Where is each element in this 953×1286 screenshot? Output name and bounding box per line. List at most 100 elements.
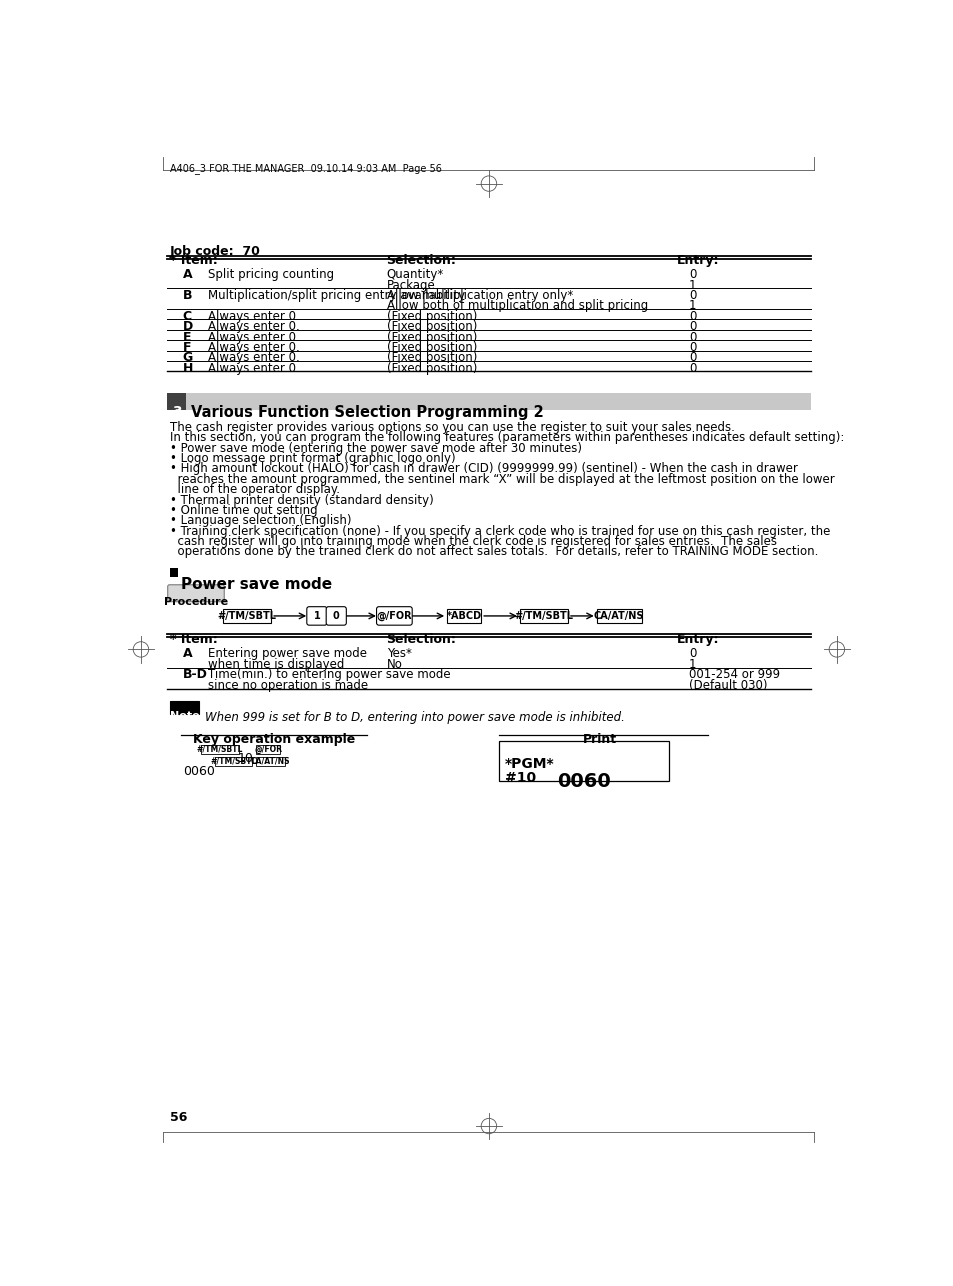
Text: • Online time out setting: • Online time out setting xyxy=(170,504,317,517)
Text: 001-254 or 999: 001-254 or 999 xyxy=(688,669,780,682)
Text: Quantity*: Quantity* xyxy=(386,269,443,282)
Text: D: D xyxy=(183,320,193,333)
Text: (Fixed position): (Fixed position) xyxy=(386,320,476,333)
Text: Always enter 0.: Always enter 0. xyxy=(208,320,300,333)
Text: Always enter 0.: Always enter 0. xyxy=(208,331,300,343)
Text: • Language selection (English): • Language selection (English) xyxy=(170,514,351,527)
Text: In this section, you can program the following features (parameters within paren: In this section, you can program the fol… xyxy=(170,431,843,444)
Text: E: E xyxy=(183,331,192,343)
Text: A: A xyxy=(183,647,193,660)
FancyBboxPatch shape xyxy=(307,607,327,625)
Text: Time(min.) to entering power save mode: Time(min.) to entering power save mode xyxy=(208,669,451,682)
Text: 0: 0 xyxy=(688,361,696,374)
Text: • Logo message print format (graphic logo only): • Logo message print format (graphic log… xyxy=(170,451,455,466)
Text: Allow multiplication entry only*: Allow multiplication entry only* xyxy=(386,289,572,302)
Text: CA/AT/NS: CA/AT/NS xyxy=(594,611,643,621)
Text: Allow both of multiplication and split pricing: Allow both of multiplication and split p… xyxy=(386,300,647,312)
Bar xyxy=(214,757,252,766)
Text: 3: 3 xyxy=(172,405,181,419)
Text: (Fixed position): (Fixed position) xyxy=(386,341,476,354)
Text: #/TM/SBTL: #/TM/SBTL xyxy=(217,611,276,621)
Text: No: No xyxy=(386,657,402,670)
Text: 1: 1 xyxy=(688,279,696,292)
Text: 0060: 0060 xyxy=(557,773,610,791)
Text: Various Function Selection Programming 2: Various Function Selection Programming 2 xyxy=(191,405,542,421)
Text: 0: 0 xyxy=(333,611,339,621)
Text: F: F xyxy=(183,341,192,354)
Text: (Fixed position): (Fixed position) xyxy=(386,361,476,374)
Text: 1: 1 xyxy=(688,657,696,670)
Text: A406_3 FOR THE MANAGER  09.10.14 9:03 AM  Page 56: A406_3 FOR THE MANAGER 09.10.14 9:03 AM … xyxy=(170,163,441,175)
Bar xyxy=(447,610,480,622)
Text: 0: 0 xyxy=(688,647,696,660)
Text: Always enter 0.: Always enter 0. xyxy=(208,361,300,374)
Text: Print: Print xyxy=(582,733,617,746)
Bar xyxy=(596,610,641,622)
Text: Entry:: Entry: xyxy=(677,255,719,267)
FancyBboxPatch shape xyxy=(168,585,224,602)
Text: Entry:: Entry: xyxy=(677,633,719,646)
Text: @/FOR: @/FOR xyxy=(253,745,282,754)
Text: * Item:: * Item: xyxy=(170,255,217,267)
Text: • High amount lockout (HALO) for cash in drawer (CID) (9999999.99) (sentinel) - : • High amount lockout (HALO) for cash in… xyxy=(170,463,797,476)
Text: C: C xyxy=(183,310,192,323)
Text: 0060: 0060 xyxy=(183,765,214,778)
Text: 10: 10 xyxy=(237,752,253,765)
Text: Job code:  70: Job code: 70 xyxy=(170,246,260,258)
Text: • Training clerk specification (none) - If you specify a clerk code who is train: • Training clerk specification (none) - … xyxy=(170,525,829,538)
FancyBboxPatch shape xyxy=(376,607,412,625)
Text: Package: Package xyxy=(386,279,435,292)
Text: (Fixed position): (Fixed position) xyxy=(386,310,476,323)
Bar xyxy=(256,745,279,754)
Text: 56: 56 xyxy=(170,1111,187,1124)
Text: B-D: B-D xyxy=(183,669,208,682)
Text: cash register will go into training mode when the clerk code is registered for s: cash register will go into training mode… xyxy=(170,535,776,548)
Text: 0: 0 xyxy=(688,341,696,354)
Text: #/TM/SBTL: #/TM/SBTL xyxy=(196,745,243,754)
Text: Yes*: Yes* xyxy=(386,647,411,660)
Text: line of the operator display.: line of the operator display. xyxy=(170,484,339,496)
Text: 0: 0 xyxy=(688,289,696,302)
Text: 0: 0 xyxy=(688,310,696,323)
Text: 1: 1 xyxy=(688,300,696,312)
Text: Key operation example: Key operation example xyxy=(193,733,355,746)
Text: • Thermal printer density (standard density): • Thermal printer density (standard dens… xyxy=(170,494,433,507)
Text: 1: 1 xyxy=(314,611,320,621)
Text: B: B xyxy=(183,289,193,302)
FancyBboxPatch shape xyxy=(326,607,346,625)
Text: #10: #10 xyxy=(505,770,536,784)
Text: Note: Note xyxy=(170,711,199,721)
Text: #/TM/SBTL: #/TM/SBTL xyxy=(514,611,573,621)
Text: Always enter 0.: Always enter 0. xyxy=(208,351,300,364)
Text: 0: 0 xyxy=(688,320,696,333)
Text: (Fixed position): (Fixed position) xyxy=(386,351,476,364)
Bar xyxy=(167,394,186,410)
Text: H: H xyxy=(183,361,193,374)
Text: Multiplication/split pricing entry availability: Multiplication/split pricing entry avail… xyxy=(208,289,465,302)
Text: 0: 0 xyxy=(688,331,696,343)
Text: @/FOR: @/FOR xyxy=(376,611,412,621)
Text: Power save mode: Power save mode xyxy=(181,576,332,592)
Text: Selection:: Selection: xyxy=(386,255,456,267)
Text: A: A xyxy=(183,269,193,282)
Text: #/TM/SBTL: #/TM/SBTL xyxy=(210,757,256,766)
Text: CA/AT/NS: CA/AT/NS xyxy=(251,757,290,766)
Text: • Power save mode (entering the power save mode after 30 minutes): • Power save mode (entering the power sa… xyxy=(170,441,581,454)
Text: (Fixed position): (Fixed position) xyxy=(386,331,476,343)
Text: The cash register provides various options so you can use the register to suit y: The cash register provides various optio… xyxy=(170,421,734,433)
Text: when time is displayed: when time is displayed xyxy=(208,657,344,670)
Text: Selection:: Selection: xyxy=(386,633,456,646)
Text: Always enter 0.: Always enter 0. xyxy=(208,341,300,354)
Text: reaches the amount programmed, the sentinel mark “X” will be displayed at the le: reaches the amount programmed, the senti… xyxy=(170,473,834,486)
Text: Procedure: Procedure xyxy=(164,597,228,607)
Text: Split pricing counting: Split pricing counting xyxy=(208,269,335,282)
Text: Always enter 0.: Always enter 0. xyxy=(208,310,300,323)
Text: operations done by the trained clerk do not affect sales totals.  For details, r: operations done by the trained clerk do … xyxy=(170,545,817,558)
Text: 0: 0 xyxy=(688,269,696,282)
Bar xyxy=(167,394,810,410)
Text: 0: 0 xyxy=(688,351,696,364)
Bar xyxy=(223,610,271,622)
Text: * Item:: * Item: xyxy=(170,633,217,646)
Text: *PGM*: *PGM* xyxy=(505,757,555,770)
Bar xyxy=(201,745,238,754)
